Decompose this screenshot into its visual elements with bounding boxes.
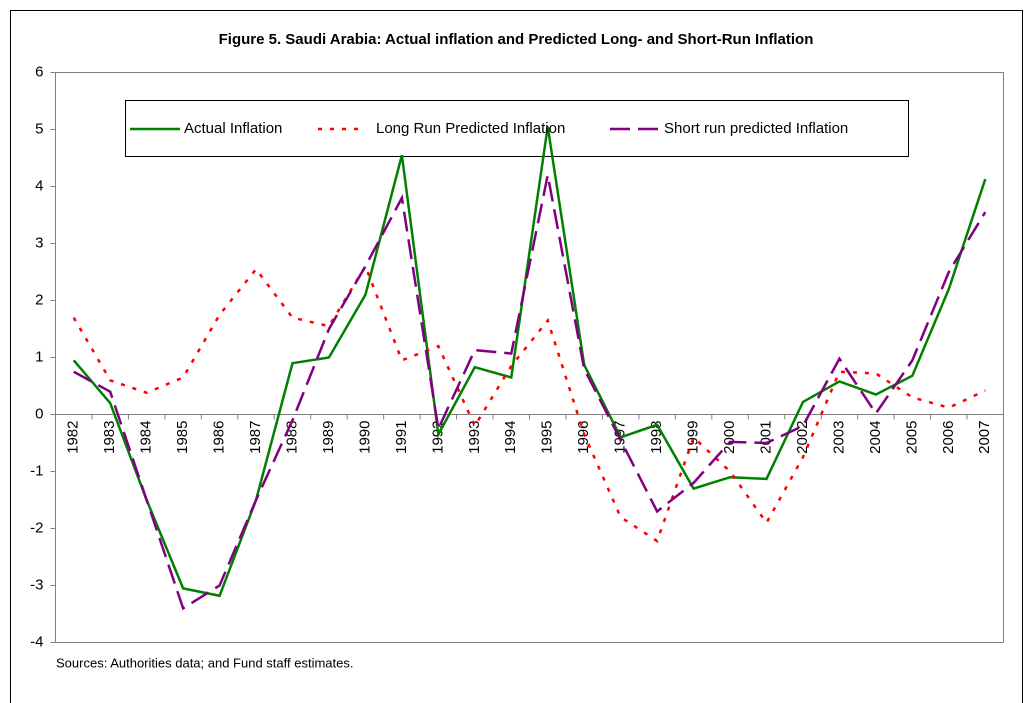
y-tick-label: 2 bbox=[35, 291, 43, 308]
series-line bbox=[72, 263, 986, 543]
y-tick-label: 5 bbox=[35, 120, 43, 137]
x-tick-label: 2006 bbox=[940, 421, 957, 454]
y-tick-label: 0 bbox=[35, 405, 43, 422]
x-tick-label: 1991 bbox=[393, 421, 410, 454]
y-tick-label: -2 bbox=[30, 519, 43, 536]
series-line bbox=[72, 126, 987, 598]
x-tick-label: 1986 bbox=[211, 421, 228, 454]
y-tick-label: 4 bbox=[35, 177, 43, 194]
x-tick-label: 2005 bbox=[903, 421, 920, 454]
legend-label: Actual Inflation bbox=[184, 120, 282, 137]
chart-border bbox=[10, 10, 1023, 703]
x-tick-label: 2001 bbox=[757, 421, 774, 454]
x-tick-label: 1984 bbox=[138, 421, 155, 454]
x-tick-label: 1996 bbox=[575, 421, 592, 454]
x-tick-label: 1985 bbox=[174, 421, 191, 454]
x-tick-label: 1988 bbox=[283, 421, 300, 454]
x-tick-label: 2003 bbox=[830, 421, 847, 454]
x-tick-label: 1995 bbox=[539, 421, 556, 454]
chart-title: Figure 5. Saudi Arabia: Actual inflation… bbox=[219, 31, 814, 48]
y-tick-label: 1 bbox=[35, 348, 43, 365]
y-tick-label: -4 bbox=[30, 633, 43, 650]
y-tick-label: -1 bbox=[30, 462, 43, 479]
plot-frame bbox=[55, 72, 1004, 643]
legend-label: Short run predicted Inflation bbox=[664, 120, 848, 137]
series-line bbox=[73, 174, 987, 611]
y-tick-label: 6 bbox=[35, 63, 43, 80]
legend-box bbox=[125, 100, 909, 157]
x-tick-label: 1999 bbox=[685, 421, 702, 454]
x-tick-label: 1989 bbox=[320, 421, 337, 454]
x-tick-label: 2002 bbox=[794, 421, 811, 454]
legend-label: Long Run Predicted Inflation bbox=[376, 120, 565, 137]
source-note: Sources: Authorities data; and Fund staf… bbox=[56, 655, 353, 670]
y-tick-label: -3 bbox=[30, 576, 43, 593]
x-tick-label: 2004 bbox=[867, 421, 884, 454]
x-tick-label: 1983 bbox=[101, 421, 118, 454]
y-tick-label: 3 bbox=[35, 234, 43, 251]
x-tick-label: 1990 bbox=[356, 421, 373, 454]
x-tick-label: 1993 bbox=[466, 421, 483, 454]
x-tick-label: 1994 bbox=[502, 421, 519, 454]
x-tick-label: 1987 bbox=[247, 421, 264, 454]
x-tick-label: 1982 bbox=[65, 421, 82, 454]
x-tick-label: 2000 bbox=[721, 421, 738, 454]
x-tick-label: 2007 bbox=[976, 421, 993, 454]
